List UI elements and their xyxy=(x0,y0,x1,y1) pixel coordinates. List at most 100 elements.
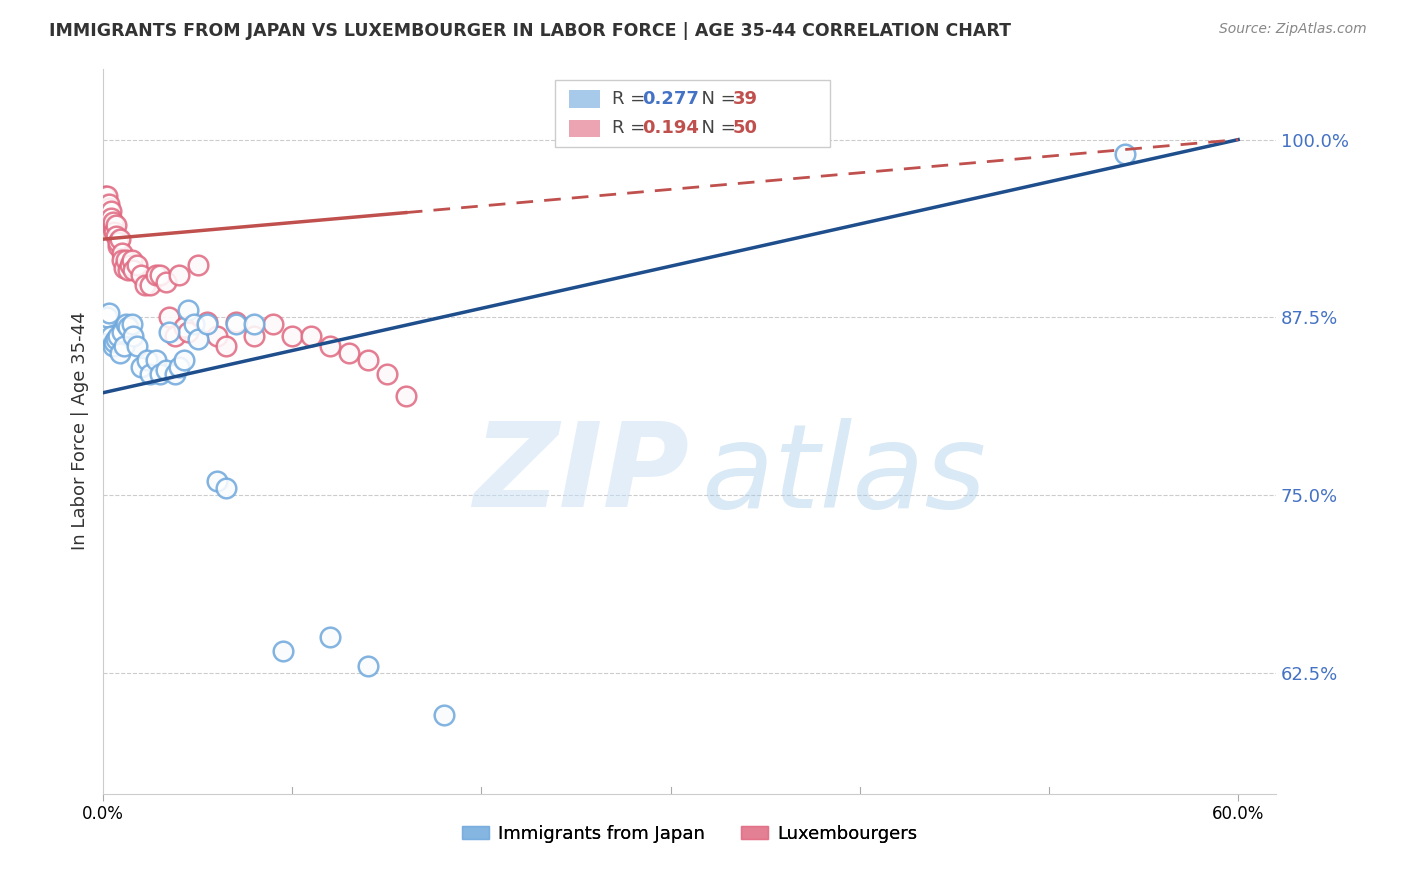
Point xyxy=(1114,146,1136,161)
Point xyxy=(101,218,124,232)
Point xyxy=(100,203,122,218)
Text: 50: 50 xyxy=(733,120,758,137)
Point xyxy=(111,325,134,339)
Point xyxy=(108,232,131,246)
Point xyxy=(103,334,125,349)
Text: Source: ZipAtlas.com: Source: ZipAtlas.com xyxy=(1219,22,1367,37)
Point xyxy=(97,306,120,320)
Point xyxy=(337,346,360,360)
Point xyxy=(319,339,342,353)
Point xyxy=(135,353,157,368)
Point xyxy=(149,368,172,382)
Point xyxy=(215,481,238,495)
Point xyxy=(167,268,190,282)
Point xyxy=(105,229,128,244)
Point xyxy=(173,320,195,334)
Point xyxy=(299,328,322,343)
Point xyxy=(97,201,120,215)
Point xyxy=(101,215,124,229)
Point xyxy=(96,310,118,325)
Point xyxy=(319,630,342,644)
Point xyxy=(337,346,360,360)
Point xyxy=(105,332,128,346)
Text: 0.277: 0.277 xyxy=(643,90,699,108)
Point xyxy=(117,320,139,334)
Point xyxy=(100,328,122,343)
Point xyxy=(225,315,247,329)
Point xyxy=(173,353,195,368)
Point xyxy=(100,203,122,218)
Point xyxy=(395,388,418,402)
Point xyxy=(103,334,125,349)
Point xyxy=(108,232,131,246)
Point xyxy=(319,630,342,644)
Point xyxy=(243,318,266,332)
Point xyxy=(139,368,162,382)
Point xyxy=(215,339,238,353)
Point xyxy=(183,318,205,332)
Point xyxy=(139,277,162,292)
Point xyxy=(163,328,186,343)
Point xyxy=(149,268,172,282)
Point xyxy=(108,346,131,360)
Point xyxy=(103,225,125,239)
Point xyxy=(243,318,266,332)
Point xyxy=(281,328,304,343)
Point xyxy=(183,318,205,332)
Point xyxy=(114,318,136,332)
Text: ZIP: ZIP xyxy=(474,417,689,533)
Text: atlas: atlas xyxy=(702,417,986,532)
Point xyxy=(205,328,228,343)
Text: N =: N = xyxy=(690,120,742,137)
Point xyxy=(117,320,139,334)
Point xyxy=(145,353,167,368)
Point xyxy=(205,474,228,488)
Point xyxy=(129,268,152,282)
Point xyxy=(94,189,117,203)
Point xyxy=(187,258,209,272)
Point xyxy=(375,368,398,382)
Point xyxy=(127,339,149,353)
Point xyxy=(121,253,143,268)
Point xyxy=(121,253,143,268)
Point xyxy=(299,328,322,343)
Point xyxy=(215,339,238,353)
Point xyxy=(157,310,180,325)
Point xyxy=(129,268,152,282)
Point xyxy=(195,318,218,332)
Point xyxy=(157,310,180,325)
Point xyxy=(100,328,122,343)
Point xyxy=(101,220,124,235)
Point xyxy=(215,481,238,495)
Point xyxy=(173,320,195,334)
Point xyxy=(112,260,135,275)
Point xyxy=(111,246,134,260)
Point xyxy=(118,258,141,272)
Point xyxy=(107,235,129,249)
Point xyxy=(149,268,172,282)
Point xyxy=(96,196,118,211)
Point xyxy=(94,318,117,332)
Point xyxy=(103,225,125,239)
Point xyxy=(122,328,145,343)
Point xyxy=(127,258,149,272)
Legend: Immigrants from Japan, Luxembourgers: Immigrants from Japan, Luxembourgers xyxy=(454,817,924,850)
Point xyxy=(225,315,247,329)
Point xyxy=(163,368,186,382)
Text: 39: 39 xyxy=(733,90,758,108)
Point xyxy=(111,246,134,260)
Point xyxy=(121,318,143,332)
Point xyxy=(127,258,149,272)
Point xyxy=(111,253,134,268)
Point xyxy=(271,644,294,658)
Point xyxy=(271,644,294,658)
Point xyxy=(262,318,284,332)
Point xyxy=(100,211,122,225)
Point xyxy=(97,196,120,211)
Point xyxy=(155,275,177,289)
Point xyxy=(135,353,157,368)
Point xyxy=(134,277,156,292)
Point xyxy=(94,318,117,332)
Y-axis label: In Labor Force | Age 35-44: In Labor Force | Age 35-44 xyxy=(72,312,89,550)
Point xyxy=(155,363,177,377)
